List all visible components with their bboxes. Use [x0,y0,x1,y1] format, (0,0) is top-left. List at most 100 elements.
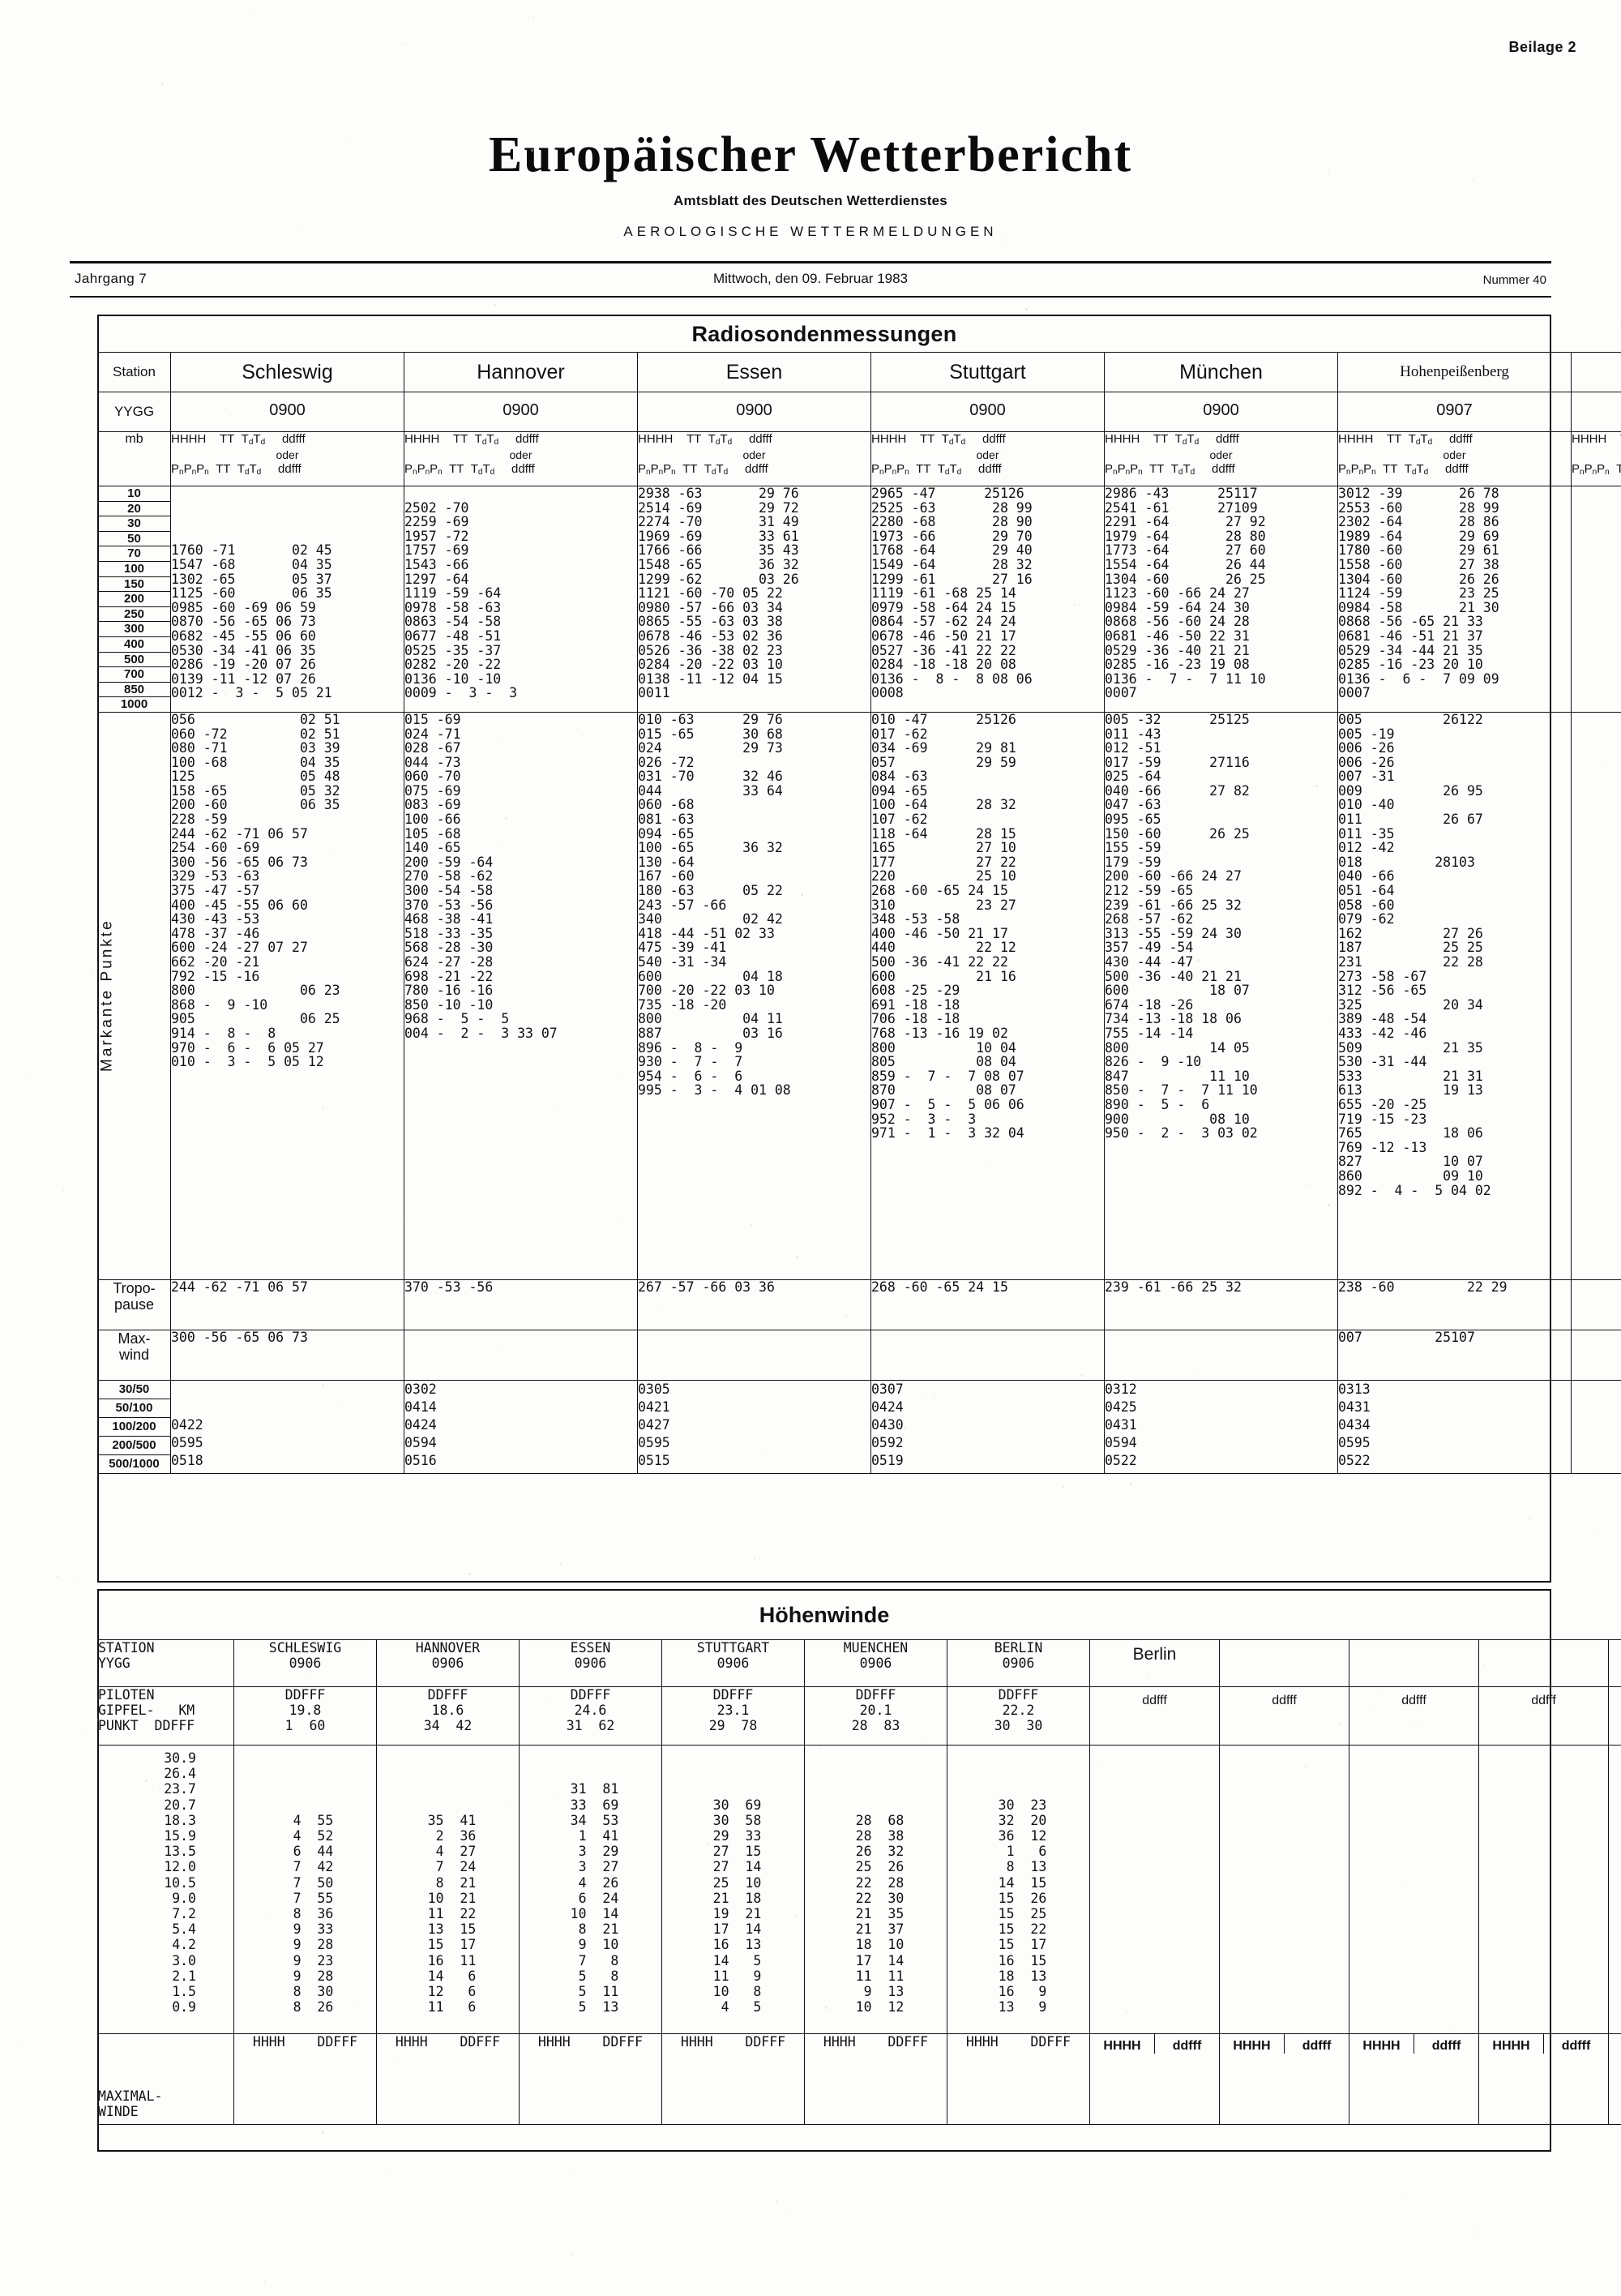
scan-speck [1161,1703,1163,1704]
layer-data-1: 0302 0414 0424 0594 0516 [404,1380,638,1473]
maxwind-data-1 [404,1330,638,1380]
scan-speck [794,1914,797,1917]
hw-maximal-blank-2: HHHHddfff [1349,2034,1479,2125]
pressure-level: 700 [98,667,170,683]
hw-data-row: 30.9 26.4 23.7 20.7 18.3 15.9 13.5 12.0 … [98,1746,1621,2034]
scan-speck [322,1384,324,1386]
scan-speck [618,1217,620,1219]
scan-speck [1080,1374,1083,1377]
scan-speck [649,473,651,475]
scan-speck [1328,169,1329,171]
scan-speck [1371,604,1374,606]
scan-speck [404,43,406,45]
scan-speck [869,331,870,332]
beilage-label: Beilage 2 [1508,39,1576,56]
hw-maximal-header-2: HHHH DDFFF [520,2034,662,2125]
scan-speck [1609,1834,1610,1836]
scan-speck [546,1698,548,1700]
hw-maximal-blank-4: HHHHddfff [1609,2034,1621,2125]
scan-speck [1306,1185,1307,1187]
scan-speck [446,902,447,904]
hw-maximal-row: MAXIMAL- WINDEHHHH DDFFFHHHH DDFFFHHHH D… [98,2034,1621,2125]
hw-maximal-blank-3: HHHHddfff [1479,2034,1609,2125]
hw-pilot-2: DDFFF 24.6 31 62 [520,1687,662,1746]
scan-speck [845,1315,847,1317]
scan-speck [16,2045,18,2046]
hw-blank-station-3 [1609,1640,1621,1687]
column-code-3: HHHH TT TdTd ddfffoderPnPnPn TT TdTd ddf… [871,432,1105,486]
scan-speck [924,1737,926,1739]
masthead: Europäischer Wetterbericht Amtsblatt des… [0,130,1621,240]
station-header-0: Schleswig [171,353,404,392]
hw-station-label: STATION YYGG [98,1640,234,1687]
scan-speck [659,1304,661,1305]
scan-speck [1431,116,1433,118]
station-time-3: 0900 [871,392,1105,432]
pressure-level: 150 [98,577,170,593]
scan-speck [754,200,755,202]
scan-speck [459,530,460,532]
tropopause-data-0: 244 -62 -71 06 57 [171,1279,404,1330]
scan-speck [572,2255,574,2256]
column-code-5: HHHH TT TdTd ddfffoderPnPnPn TT TdTd ddf… [1338,432,1572,486]
scan-speck [801,893,803,896]
layer-data-5: 0313 0431 0434 0595 0522 [1338,1380,1572,1473]
hw-maximal-blank-1: HHHHddfff [1220,2034,1349,2125]
scan-speck [296,1040,297,1042]
scan-speck [250,2231,252,2233]
pressure-level: 100 [98,562,170,577]
hw-blank-station-0 [1220,1640,1349,1687]
scan-speck [336,1403,337,1404]
scan-speck [820,1746,822,1747]
hw-ddfff-small-3: ddfff [1479,1687,1609,1746]
hw-maximal-header-3: HHHH DDFFF [662,2034,805,2125]
scan-speck [789,2212,790,2214]
hw-station-row: STATION YYGGSCHLESWIG 0906HANNOVER 0906E… [98,1640,1621,1687]
scan-speck [205,873,207,875]
scan-speck [468,1573,471,1575]
markante-data-0: 056 02 51 060 -72 02 51 080 -71 03 39 10… [171,712,404,1279]
markante-data-1: 015 -69 024 -71 028 -67 044 -73 060 -70 … [404,712,638,1279]
scan-speck [706,1843,708,1845]
hw-wind-data-3: 30 69 30 58 29 33 27 15 27 14 25 10 21 1… [662,1746,805,2034]
scan-speck [1328,1204,1330,1206]
pressure-level: 500 [98,653,170,668]
scan-speck [1148,1677,1149,1679]
scan-speck [159,1788,160,1790]
column-code-2: HHHH TT TdTd ddfffoderPnPnPn TT TdTd ddf… [638,432,871,486]
scan-speck [1473,178,1474,180]
scan-speck [1425,471,1426,473]
hw-maximal-ddfff-3: ddfff [1544,2034,1608,2054]
level-data-5: 3012 -39 26 78 2553 -60 28 99 2302 -64 2… [1338,486,1572,713]
scan-speck [754,1558,755,1560]
column-code-0: HHHH TT TdTd ddfffoderPnPnPn TT TdTd ddf… [171,432,404,486]
column-code-1: HHHH TT TdTd ddfffoderPnPnPn TT TdTd ddf… [404,432,638,486]
scan-speck [761,1450,763,1452]
scan-speck [1126,2011,1127,2012]
scan-speck [436,1292,438,1293]
pressure-level: 30 [98,516,170,532]
pressure-level: 20 [98,502,170,517]
mb-label: mb [98,432,171,486]
station-header-6 [1572,353,1621,392]
tropopause-data-5: 238 -60 22 29 [1338,1279,1572,1330]
scan-speck [57,1575,59,1578]
scan-speck [375,90,377,92]
scan-speck [1200,1065,1203,1068]
scan-speck [225,409,226,410]
scan-speck [302,225,303,227]
hw-station-4: MUENCHEN 0906 [805,1640,947,1687]
scan-speck [1167,859,1169,861]
scan-speck [1055,1262,1057,1264]
layer-label-column: 30/5050/100100/200200/500500/1000 [98,1380,171,1473]
yygg-row: YYGG090009000900090009000907 [98,392,1621,432]
hw-blank-data-2 [1349,1746,1479,2034]
scan-speck [975,618,977,620]
scan-speck [471,2087,473,2088]
tropopause-label: Tropo-pause [98,1279,171,1330]
hw-maximal-header-5: HHHH DDFFF [947,2034,1090,2125]
scan-speck [79,1733,81,1735]
level-data-6 [1572,486,1621,713]
tropopause-data-4: 239 -61 -66 25 32 [1105,1279,1338,1330]
station-time-1: 0900 [404,392,638,432]
